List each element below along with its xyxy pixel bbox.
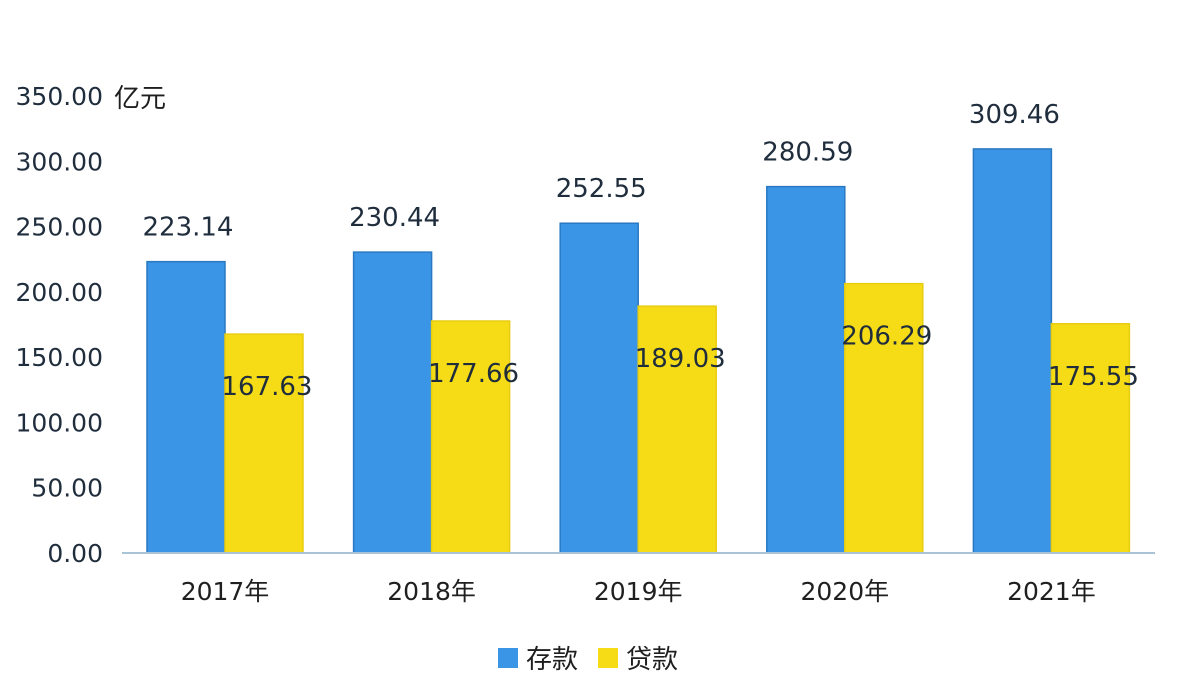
y-tick-label: 50.00	[31, 474, 103, 503]
bar-deposit	[972, 148, 1053, 554]
bar-deposit	[559, 222, 639, 554]
legend: 存款 贷款	[498, 645, 678, 675]
data-label: 189.03	[635, 344, 726, 374]
x-tick-label: 2019年	[594, 577, 683, 606]
bar-loan	[224, 333, 304, 554]
y-tick-label: 350.00	[16, 82, 103, 111]
bar-loan	[1050, 323, 1131, 554]
bar-deposit	[352, 251, 433, 554]
data-label: 223.14	[143, 213, 234, 243]
data-label: 252.55	[556, 174, 647, 204]
y-tick-label: 0.00	[47, 539, 103, 568]
data-label: 280.59	[762, 138, 853, 168]
bar-loan	[430, 320, 511, 554]
legend-swatch-loan	[598, 648, 618, 668]
data-label: 175.55	[1048, 362, 1139, 392]
legend-label-deposit: 存款	[526, 645, 578, 675]
y-tick-label: 250.00	[16, 213, 103, 242]
legend-swatch-deposit	[498, 648, 518, 668]
y-tick-label: 150.00	[16, 343, 103, 372]
x-tick-label: 2018年	[387, 577, 476, 606]
bar-deposit	[146, 260, 226, 554]
y-axis-unit-label: 亿元	[114, 84, 166, 114]
bar-loan	[844, 282, 924, 554]
data-label: 309.46	[969, 100, 1060, 130]
data-label: 167.63	[222, 372, 313, 402]
legend-label-loan: 贷款	[626, 645, 678, 675]
x-tick-label: 2020年	[800, 577, 889, 606]
x-axis: 2017年 2018年 2019年 2020年 2021年	[181, 577, 1096, 606]
bar-deposit	[766, 185, 846, 554]
bars	[146, 148, 1131, 554]
data-label: 230.44	[349, 203, 440, 233]
y-tick-label: 200.00	[16, 278, 103, 307]
data-labels: 223.14 167.63 230.44 177.66 252.55 189.03 280.…	[143, 100, 1139, 402]
y-tick-label: 300.00	[16, 147, 103, 176]
x-tick-label: 2017年	[181, 577, 270, 606]
data-label: 177.66	[428, 359, 519, 389]
bar-loan	[637, 305, 717, 554]
x-tick-label: 2021年	[1007, 577, 1096, 606]
y-tick-label: 100.00	[16, 408, 103, 437]
y-axis: 0.00 50.00 100.00 150.00 200.00 250.00 300.00 3…	[16, 82, 103, 568]
data-label: 206.29	[841, 322, 932, 352]
